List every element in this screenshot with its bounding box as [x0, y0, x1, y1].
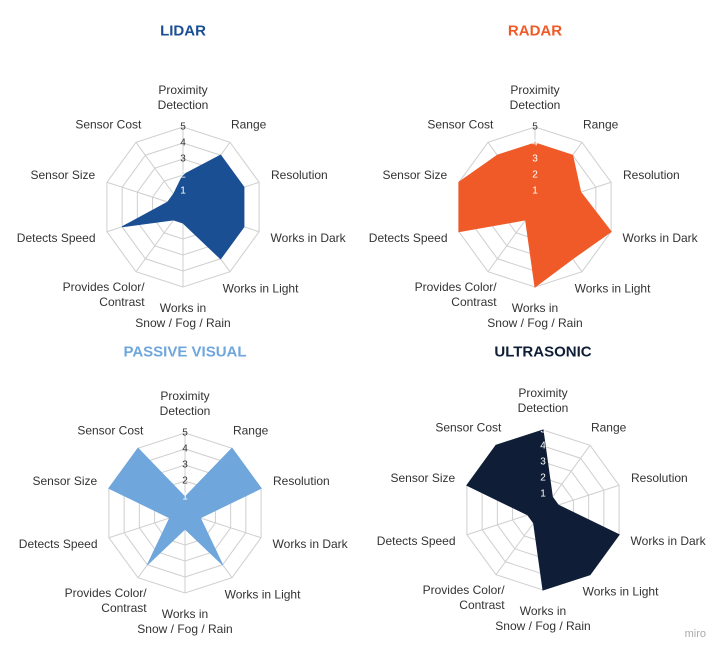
r-tick-label: 3	[540, 457, 546, 468]
category-label: Detects Speed	[368, 230, 448, 245]
category-label: Works in Snow / Fog / Rain	[137, 607, 233, 636]
category-label: Sensor Size	[32, 474, 98, 489]
category-label: Detects Speed	[16, 230, 96, 245]
r-tick-label: 4	[180, 138, 186, 149]
category-label: Works in Dark	[270, 230, 346, 245]
category-label: Provides Color/ Contrast	[64, 586, 147, 616]
category-label: Sensor Cost	[427, 117, 494, 132]
chart-title: LIDAR	[160, 22, 206, 40]
r-tick-label: 1	[540, 489, 546, 500]
category-label: Works in Light	[224, 587, 301, 602]
category-label: Works in Snow / Fog / Rain	[487, 301, 583, 330]
category-label: Works in Dark	[272, 536, 348, 551]
r-tick-label: 1	[532, 186, 538, 197]
category-label: Resolution	[271, 168, 328, 183]
r-tick-label: 3	[532, 154, 538, 165]
category-label: Sensor Cost	[75, 117, 142, 132]
category-label: Works in Light	[574, 281, 651, 296]
category-label: Proximity Detection	[159, 389, 211, 418]
category-label: Range	[590, 420, 627, 435]
category-label: Resolution	[623, 168, 680, 183]
radar-area	[458, 142, 612, 288]
category-label: Works in Light	[582, 584, 659, 599]
r-tick-label: 2	[532, 170, 538, 181]
category-label: Provides Color/ Contrast	[422, 583, 505, 613]
category-label: Proximity Detection	[517, 386, 569, 415]
category-label: Range	[230, 117, 267, 132]
category-label: Resolution	[631, 471, 688, 486]
category-label: Works in Dark	[630, 533, 706, 548]
r-tick-label: 1	[182, 492, 188, 503]
category-label: Provides Color/ Contrast	[62, 280, 145, 310]
radar-area	[108, 447, 262, 566]
category-label: Range	[582, 117, 619, 132]
category-label: Sensor Size	[382, 168, 448, 183]
r-tick-label: 4	[540, 441, 546, 452]
r-tick-label: 4	[532, 138, 538, 149]
r-tick-label: 3	[180, 154, 186, 165]
chart-title: RADAR	[507, 22, 563, 40]
radar-area	[121, 154, 245, 260]
radar-area	[466, 429, 620, 591]
r-tick-label: 2	[540, 473, 546, 484]
r-tick-label: 5	[182, 428, 188, 439]
r-tick-label: 2	[182, 476, 188, 487]
category-label: Works in Snow / Fog / Rain	[135, 301, 231, 330]
chart-title: ULTRASONIC	[494, 343, 592, 361]
category-label: Provides Color/ Contrast	[414, 280, 497, 310]
category-label: Proximity Detection	[157, 83, 209, 112]
r-tick-label: 3	[182, 460, 188, 471]
r-tick-label: 2	[180, 170, 186, 181]
category-label: Sensor Size	[390, 471, 456, 486]
r-tick-label: 1	[180, 186, 186, 197]
category-label: Sensor Cost	[77, 423, 144, 438]
category-label: Range	[232, 423, 269, 438]
r-tick-label: 4	[182, 444, 188, 455]
category-label: Proximity Detection	[509, 83, 561, 112]
chart-title: PASSIVE VISUAL	[123, 343, 247, 361]
category-label: Sensor Size	[30, 168, 96, 183]
category-label: Works in Snow / Fog / Rain	[495, 604, 591, 633]
category-label: Detects Speed	[376, 533, 456, 548]
category-label: Works in Dark	[622, 230, 698, 245]
watermark: miro	[684, 628, 706, 640]
category-label: Resolution	[273, 474, 330, 489]
r-tick-label: 5	[532, 122, 538, 133]
r-tick-label: 5	[180, 122, 186, 133]
category-label: Detects Speed	[18, 536, 98, 551]
category-label: Sensor Cost	[435, 420, 502, 435]
r-tick-label: 5	[540, 425, 546, 436]
category-label: Works in Light	[222, 281, 299, 296]
